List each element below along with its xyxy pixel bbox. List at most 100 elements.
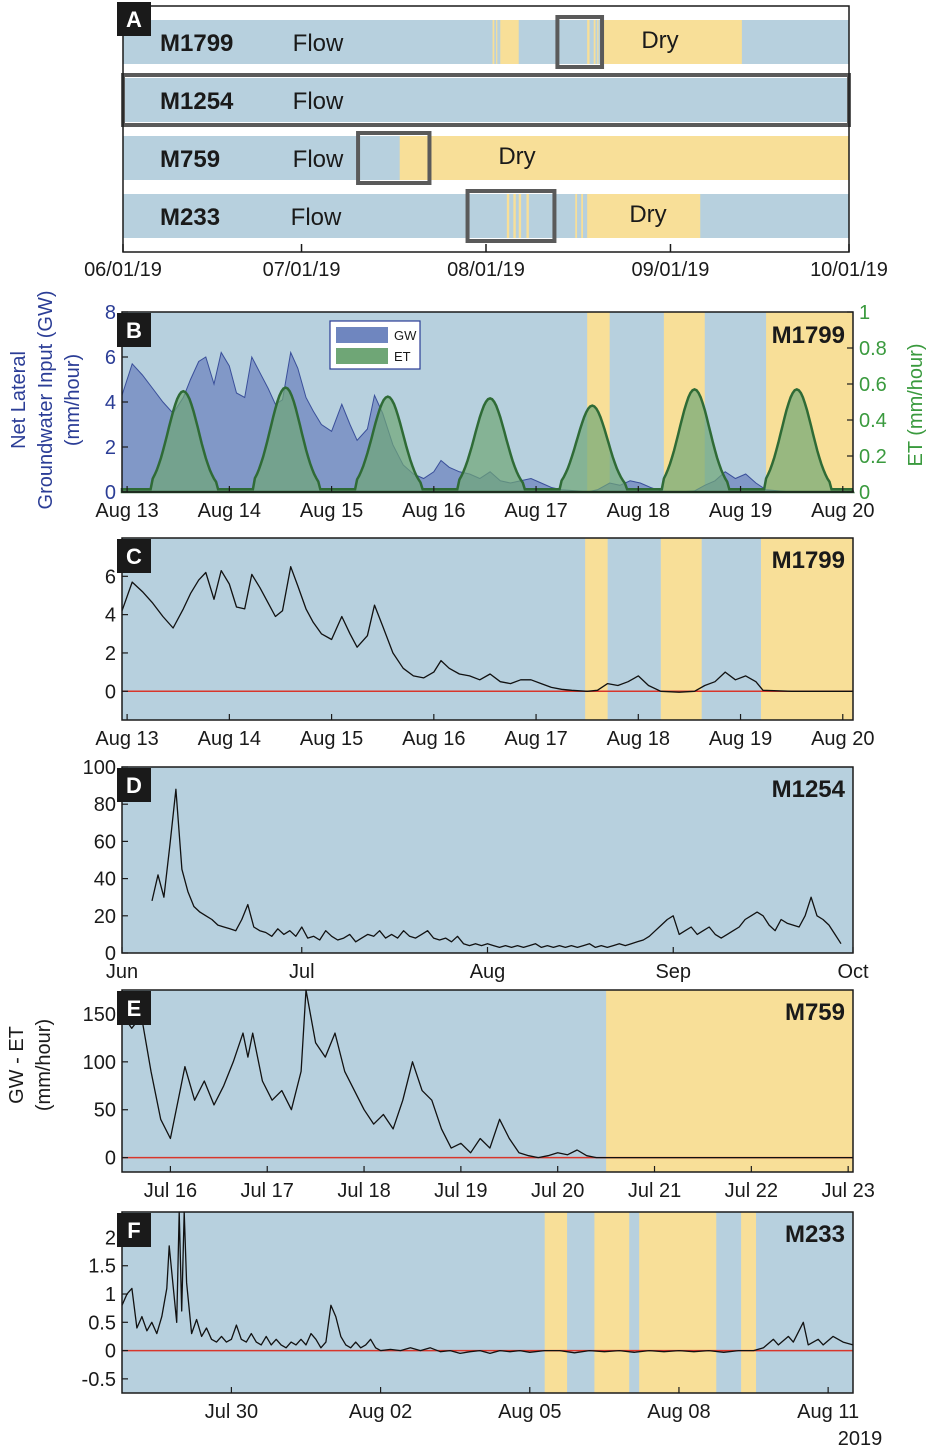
row-m1254-flow-bar xyxy=(123,78,849,122)
panel-f-background xyxy=(122,1212,853,1393)
panel-e-dry-span xyxy=(606,990,853,1172)
panel-letter-c: C xyxy=(126,544,142,569)
timeline-tick-label: 10/01/19 xyxy=(810,259,888,281)
panel-b-y-right-tick-label: 0.2 xyxy=(859,446,887,468)
panel-d-y-tick-label: 60 xyxy=(94,831,116,853)
gw-axis-label-line2: Groundwater Input (GW) xyxy=(35,291,57,510)
panel-letter-a-badge xyxy=(117,2,151,36)
panel-d-y-tick-label: 100 xyxy=(83,757,116,779)
shared-y-label-line1: GW - ET xyxy=(6,1026,28,1104)
panel-f-y-tick-label: 2 xyxy=(105,1227,116,1249)
panel-f-dry-span xyxy=(741,1212,757,1393)
panel-b-y-right-tick-label: 0.8 xyxy=(859,338,887,360)
panel-d-x-tick-label: Aug xyxy=(470,961,506,983)
et-area xyxy=(120,386,855,494)
panel-e-x-tick-label: Jul 20 xyxy=(531,1180,584,1202)
panel-e-x-tick-label: Jul 23 xyxy=(821,1180,874,1202)
panel-c-gw-minus-et: Aug 13 Aug 14 Aug 15 Aug 16 Aug 17 Aug 18 Aug … xyxy=(95,537,874,750)
panel-letter-b: B xyxy=(126,318,142,343)
panel-c-x-tick-label: Aug 16 xyxy=(402,728,465,750)
panel-d-y-tick-label: 0 xyxy=(105,943,116,965)
panel-b-y-ticks-right: 0 0.2 0.4 0.6 0.8 1 xyxy=(847,302,887,504)
panel-b-site-label: M1799 xyxy=(772,322,845,349)
panel-letter-f-badge xyxy=(117,1213,151,1247)
panel-e-x-tick-label: Jul 19 xyxy=(434,1180,487,1202)
row-m233-dry-segment xyxy=(506,194,510,238)
panel-b-x-ticks: Aug 13 Aug 14 Aug 15 Aug 16 Aug 17 Aug 18 Aug … xyxy=(95,486,874,522)
panel-b-x-tick-label: Aug 15 xyxy=(300,500,363,522)
panel-f-series-line xyxy=(121,1211,854,1355)
panel-e-y-tick-label: 50 xyxy=(94,1100,116,1122)
panel-e-series-line xyxy=(121,989,853,1159)
panel-f-dry-span xyxy=(594,1212,630,1393)
panel-d-gw-minus-et: Jun Jul Aug Sep Oct 0 20 40 60 80 100 M1254 D xyxy=(83,757,869,983)
panel-b-y-ticks-left: 0 2 4 6 8 xyxy=(105,302,128,504)
panel-b-y-right-tick-label: 0.4 xyxy=(859,410,887,432)
panel-c-x-tick-label: Aug 20 xyxy=(811,728,874,750)
row-m1799-site-label: M1799 xyxy=(160,30,233,57)
legend-gw-swatch xyxy=(336,327,388,343)
row-m759-dry-segment xyxy=(399,136,849,180)
panel-c-y-tick-label: 6 xyxy=(105,566,116,588)
row-m759-site-label: M759 xyxy=(160,146,220,173)
row-m233-flow-bar xyxy=(123,194,849,238)
timeline-tick-label: 07/01/19 xyxy=(263,259,341,281)
panel-b-y-left-tick-label: 4 xyxy=(105,392,116,414)
panel-d-x-tick-label: Oct xyxy=(837,961,869,983)
panel-e-gw-minus-et: Jul 16 Jul 17 Jul 18 Jul 19 Jul 20 Jul 21 Jul … xyxy=(83,989,875,1202)
panel-letter-e-badge xyxy=(117,991,151,1025)
panel-b-y-left-tick-label: 2 xyxy=(105,437,116,459)
legend-et-swatch xyxy=(336,348,388,364)
panel-c-series-line xyxy=(121,566,853,693)
panel-f-y-tick-label: 0.5 xyxy=(88,1312,116,1334)
panel-e-x-tick-label: Jul 21 xyxy=(628,1180,681,1202)
panel-letter-f: F xyxy=(127,1218,140,1243)
panel-d-x-tick-label: Jun xyxy=(106,961,138,983)
gw-axis-label-line1: Net Lateral xyxy=(8,351,30,449)
panel-e-x-tick-label: Jul 22 xyxy=(725,1180,778,1202)
panel-f-site-label: M233 xyxy=(785,1221,845,1248)
panel-d-x-tick-label: Jul xyxy=(289,961,315,983)
gw-axis-label-line3: (mm/hour) xyxy=(62,354,84,446)
panel-d-series-line xyxy=(151,788,842,949)
panel-b-x-tick-label: Aug 16 xyxy=(402,500,465,522)
panel-f-x-tick-label: Aug 02 xyxy=(349,1401,412,1423)
panel-f-x-tick-label: Aug 05 xyxy=(498,1401,561,1423)
panel-f-x-tick-label: Aug 11 xyxy=(797,1401,859,1423)
row-m1799-dry-segment xyxy=(597,20,599,64)
panel-e-y-tick-label: 150 xyxy=(83,1004,116,1026)
panel-e-frame xyxy=(121,989,854,1173)
row-m233-flow-label: Flow xyxy=(291,204,342,231)
panel-c-x-tick-label: Aug 15 xyxy=(300,728,363,750)
panel-b-x-tick-label: Aug 19 xyxy=(709,500,772,522)
panel-c-y-tick-label: 4 xyxy=(105,605,116,627)
row-m759-flow-label: Flow xyxy=(293,146,344,173)
row-m1799-dry-segment xyxy=(500,20,519,64)
panel-d-y-tick-label: 20 xyxy=(94,906,116,928)
panel-b-x-tick-label: Aug 14 xyxy=(198,500,261,522)
panel-c-x-tick-label: Aug 14 xyxy=(198,728,261,750)
row-m1799-dry-segment xyxy=(587,20,590,64)
panel-f-y-tick-label: -0.5 xyxy=(82,1369,116,1391)
panel-letter-d: D xyxy=(126,773,142,798)
panel-b-y-right-tick-label: 0.6 xyxy=(859,374,887,396)
panel-c-x-tick-label: Aug 19 xyxy=(709,728,772,750)
panel-c-frame xyxy=(121,537,854,721)
row-m1254-site-label: M1254 xyxy=(160,88,234,115)
panel-b-x-tick-label: Aug 17 xyxy=(504,500,567,522)
panel-d-y-tick-label: 80 xyxy=(94,794,116,816)
row-m759-dry-label: Dry xyxy=(498,143,535,170)
panel-letter-b-badge xyxy=(117,313,151,347)
panel-letter-e: E xyxy=(127,996,142,1021)
panel-b-x-tick-label: Aug 18 xyxy=(607,500,670,522)
panel-c-y-tick-label: 0 xyxy=(105,681,116,703)
row-m1799-dry-segment xyxy=(496,20,498,64)
panel-b-y-left-tick-label: 6 xyxy=(105,347,116,369)
panel-letter-a: A xyxy=(126,7,142,32)
panel-c-dry-span xyxy=(660,538,702,720)
panel-c-dry-span xyxy=(760,538,853,720)
panel-e-x-tick-label: Jul 18 xyxy=(337,1180,390,1202)
panel-e-site-label: M759 xyxy=(785,999,845,1026)
row-m1254-flow-label: Flow xyxy=(293,88,344,115)
